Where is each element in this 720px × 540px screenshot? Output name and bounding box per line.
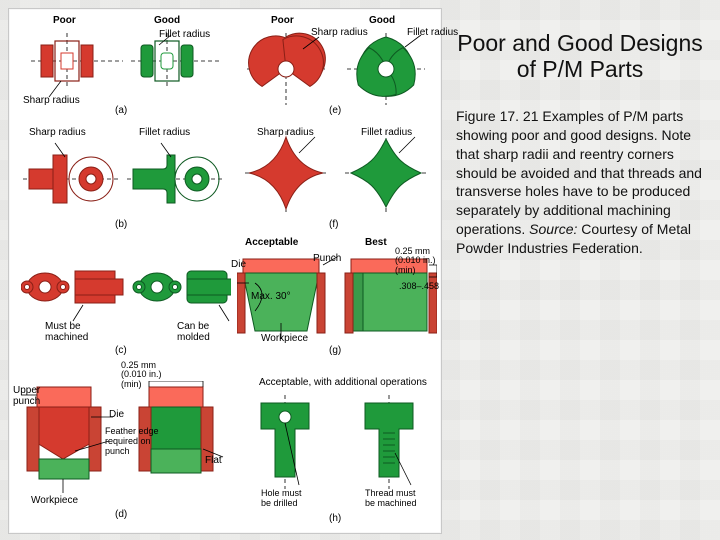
caption-source-label: Source: <box>529 221 577 237</box>
lbl-must-mach: Must be machined <box>45 321 88 343</box>
sub-b: (b) <box>115 219 127 230</box>
sub-a: (a) <box>115 105 127 116</box>
slide-title: Poor and Good Designs of P/M Parts <box>456 30 704 83</box>
lbl-sharp-a: Sharp radius <box>23 95 80 106</box>
lbl-fillet-b: Fillet radius <box>139 127 190 138</box>
caption-main: Figure 17. 21 Examples of P/M parts show… <box>456 108 702 237</box>
lbl-fillet-e: Fillet radius <box>407 27 458 38</box>
lbl-die-g: Die <box>231 259 246 270</box>
lbl-fillet-f: Fillet radius <box>361 127 412 138</box>
sub-h: (h) <box>329 513 341 524</box>
lbl-can-mold: Can be molded <box>177 321 210 343</box>
lbl-sharp-f: Sharp radius <box>257 127 314 138</box>
lbl-hole-drill: Hole must be drilled <box>261 489 302 509</box>
panel-b <box>23 141 223 219</box>
hdr-acc-add: Acceptable, with additional operations <box>259 377 427 388</box>
panel-f <box>241 127 431 219</box>
panel-b-svg <box>23 141 223 219</box>
panel-e <box>241 29 431 109</box>
lbl-sharp-e: Sharp radius <box>311 27 368 38</box>
hdr-poor-1: Poor <box>53 15 76 26</box>
lbl-upper-punch: Upper punch <box>13 385 40 407</box>
lbl-dim-g: 0.25 mm (0.010 in.) (min) <box>395 247 436 275</box>
panel-f-svg <box>241 127 431 219</box>
hdr-acceptable: Acceptable <box>245 237 298 248</box>
lbl-fillet-a: Fillet radius <box>159 29 210 40</box>
lbl-wp-g: Workpiece <box>261 333 308 344</box>
sub-g: (g) <box>329 345 341 356</box>
lbl-wp-d: Workpiece <box>31 495 78 506</box>
text-area: Poor and Good Designs of P/M Parts Figur… <box>456 30 704 258</box>
panel-c-svg <box>21 245 231 329</box>
panel-c <box>21 245 231 329</box>
figure-area: Poor Good Poor Good <box>8 8 442 534</box>
lbl-feather: Feather edge required on punch <box>105 427 159 457</box>
hdr-poor-2: Poor <box>271 15 294 26</box>
lbl-max30: Max. 30° <box>251 291 291 302</box>
hdr-good-1: Good <box>154 15 180 26</box>
panel-h <box>241 393 437 497</box>
sub-e: (e) <box>329 105 341 116</box>
sub-f: (f) <box>329 219 338 230</box>
lbl-frac: .308–.458 <box>399 281 439 291</box>
sub-c: (c) <box>115 345 127 356</box>
hdr-best: Best <box>365 237 387 248</box>
figure-caption: Figure 17. 21 Examples of P/M parts show… <box>456 107 704 258</box>
lbl-die-d: Die <box>109 409 124 420</box>
panel-h-svg <box>241 393 437 497</box>
lbl-sharp-b: Sharp radius <box>29 127 86 138</box>
sub-d: (d) <box>115 509 127 520</box>
lbl-thread-mach: Thread must be machined <box>365 489 417 509</box>
panel-e-svg <box>241 29 431 109</box>
lbl-flat: Flat <box>205 455 222 466</box>
lbl-punch-g: Punch <box>313 253 341 264</box>
hdr-good-2: Good <box>369 15 395 26</box>
